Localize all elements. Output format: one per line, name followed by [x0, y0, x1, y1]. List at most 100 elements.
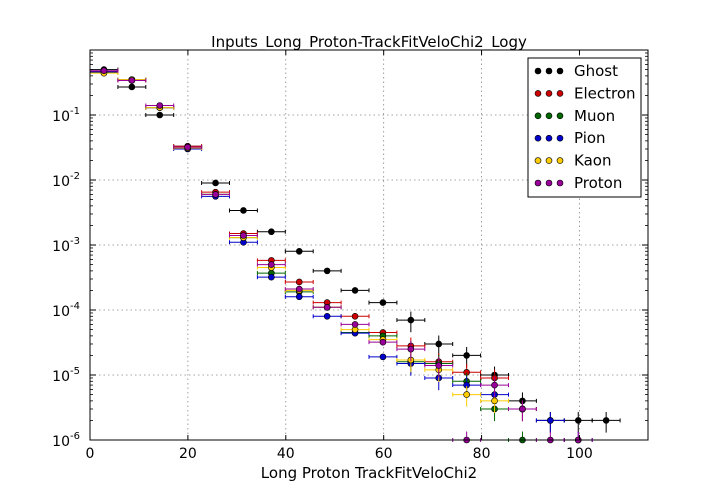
data-point [323, 312, 331, 320]
data-point [491, 397, 498, 405]
y-tick-label: 10 -6 [52, 431, 80, 450]
data-point [156, 102, 164, 109]
y-tick-label: 10 -4 [52, 301, 80, 320]
data-point [268, 228, 275, 236]
y-tick-label-exponent: -6 [70, 431, 80, 442]
y-tick-label-base: 10 [52, 239, 70, 255]
data-point [295, 285, 303, 293]
y-axis-tick-labels: 10-610-510-410-310-210-1 [52, 106, 80, 450]
data-point [323, 267, 331, 275]
y-tick-label-base: 10 [52, 109, 70, 125]
x-tick-label: 80 [473, 446, 491, 462]
y-tick-label-exponent: -2 [70, 171, 80, 182]
y-tick-label: 10 -3 [52, 236, 80, 255]
x-tick-label: 0 [86, 446, 95, 462]
chart-title: Inputs_Long_Proton-TrackFitVeloChi2_Logy [211, 33, 527, 52]
y-tick-label-base: 10 [52, 434, 70, 450]
data-point [128, 77, 136, 84]
x-tick-label: 40 [277, 446, 295, 462]
y-tick-label-base: 10 [52, 304, 70, 320]
legend-marker [545, 67, 553, 75]
data-point [351, 312, 359, 320]
legend-marker [556, 90, 564, 97]
legend-marker [534, 134, 542, 142]
legend-entry-electron: Electron [534, 84, 636, 102]
data-point [602, 417, 610, 424]
legend-marker [556, 157, 564, 164]
legend-entry-muon: Muon [534, 107, 615, 125]
legend-marker [534, 90, 542, 97]
legend-marker [534, 67, 542, 75]
data-point [240, 207, 247, 214]
legend-marker [556, 179, 564, 187]
data-series [89, 66, 621, 444]
legend-entry-pion: Pion [534, 129, 606, 147]
data-point [407, 345, 415, 353]
x-tick-label: 100 [566, 446, 593, 462]
x-axis-tick-labels: 0 20 40 60 80 100 [86, 446, 593, 462]
data-point [295, 293, 303, 301]
legend-marker [545, 157, 553, 164]
legend-marker [556, 134, 564, 142]
legend-marker [556, 112, 564, 120]
legend-label: Muon [574, 107, 615, 125]
data-point [128, 83, 136, 91]
y-tick-label: 10 -5 [52, 366, 80, 385]
y-tick-label: 10 -2 [52, 171, 80, 190]
data-point [212, 179, 219, 187]
data-point [463, 352, 470, 359]
y-tick-label-exponent: -5 [70, 366, 80, 377]
x-tick-label: 20 [179, 446, 197, 462]
x-tick-label: 60 [375, 446, 393, 462]
data-point [407, 316, 415, 324]
data-point [519, 405, 526, 413]
legend-label: Pion [574, 129, 606, 147]
legend-marker [545, 134, 553, 142]
data-point [100, 67, 108, 75]
data-point [574, 417, 582, 424]
y-tick-label: 10 -1 [52, 106, 80, 125]
data-point [156, 111, 164, 119]
data-point [491, 381, 498, 389]
data-point [351, 321, 359, 328]
legend-label: Ghost [574, 62, 618, 80]
legend-marker [545, 112, 553, 120]
y-tick-label-base: 10 [52, 174, 70, 190]
data-point [268, 273, 275, 281]
data-point [184, 143, 191, 151]
legend-marker [545, 90, 553, 97]
data-point [212, 191, 219, 198]
data-point [268, 261, 275, 268]
legend: Ghost Electron Muon Pion Kaon Proton [527, 57, 642, 198]
legend-entries: Ghost Electron Muon Pion Kaon Proton [534, 62, 636, 192]
legend-marker [534, 157, 542, 164]
y-tick-label-exponent: -1 [70, 106, 80, 117]
data-point [379, 338, 387, 346]
y-tick-label-exponent: -3 [70, 236, 80, 247]
data-point [463, 391, 470, 398]
data-point [295, 278, 303, 286]
axis-ticks [89, 50, 648, 441]
data-point [435, 362, 443, 369]
legend-marker [545, 179, 553, 187]
legend-label: Kaon [574, 152, 611, 170]
data-point [295, 247, 303, 255]
data-point [351, 287, 359, 294]
legend-box [527, 57, 642, 198]
y-tick-label-base: 10 [52, 369, 70, 385]
legend-marker [556, 67, 564, 75]
data-point [323, 304, 331, 311]
data-point [435, 340, 443, 348]
legend-entry-proton: Proton [534, 174, 622, 192]
legend-marker [534, 112, 542, 120]
x-axis-label: Long Proton TrackFitVeloChi2 [261, 464, 477, 482]
data-point [547, 417, 554, 424]
data-point [379, 353, 387, 361]
y-tick-label-exponent: -4 [70, 301, 80, 312]
data-point [379, 299, 387, 306]
legend-marker [534, 179, 542, 187]
legend-entry-ghost: Ghost [534, 62, 618, 80]
legend-label: Proton [574, 174, 622, 192]
legend-entry-kaon: Kaon [534, 152, 611, 170]
